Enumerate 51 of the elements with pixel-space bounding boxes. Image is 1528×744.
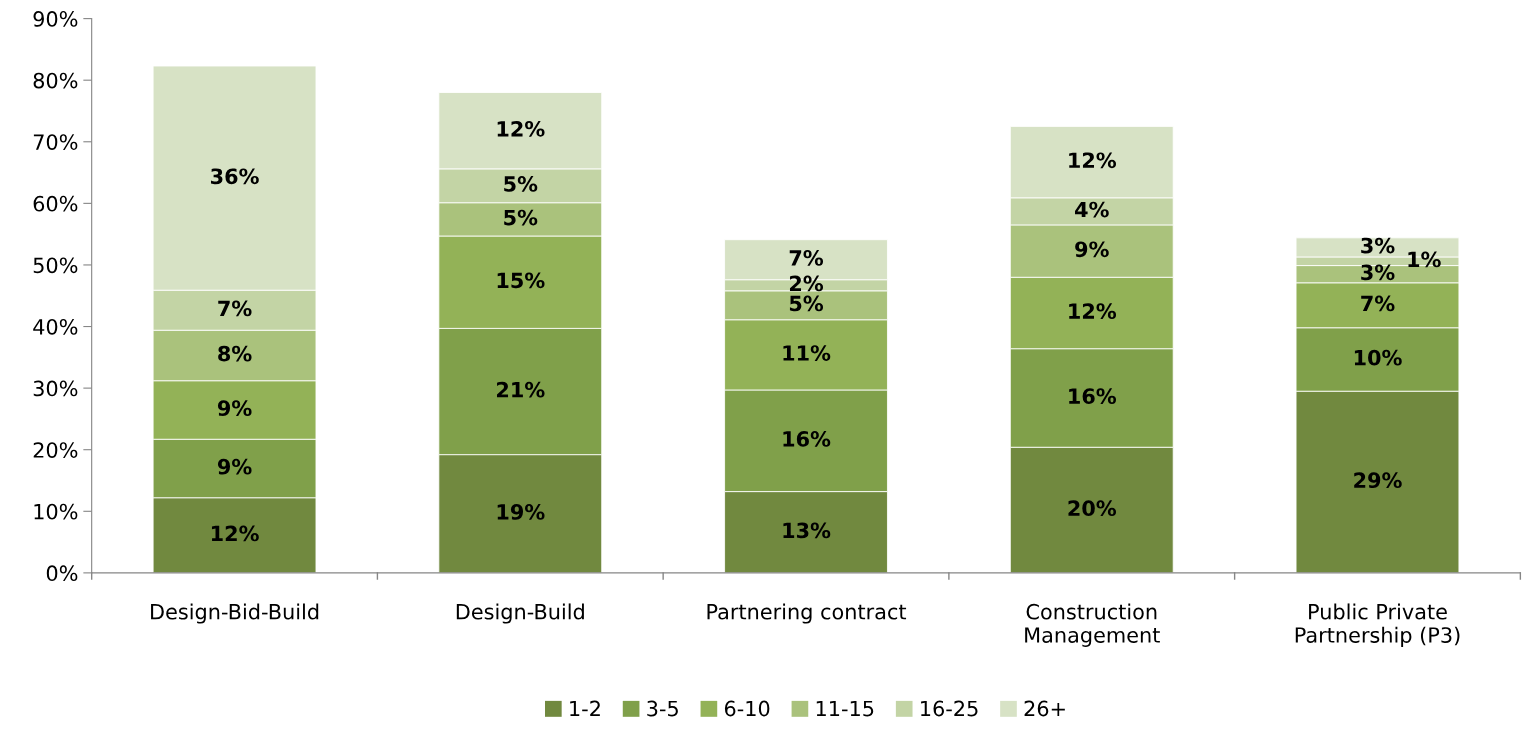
data-label: 36% xyxy=(211,168,259,185)
data-label: 7% xyxy=(218,300,252,317)
data-label: 13% xyxy=(783,522,831,539)
data-label: 1% xyxy=(1408,251,1441,268)
y-tick-label: 0% xyxy=(46,565,78,582)
data-label: 16% xyxy=(1069,388,1117,405)
data-label: 7% xyxy=(1361,295,1395,312)
y-tick-label: 60% xyxy=(33,195,78,212)
x-tick-label: Design-Bid-Build xyxy=(151,603,319,624)
x-tick-label: Public Private Partnership (P3) xyxy=(1295,603,1460,647)
y-tick-label: 80% xyxy=(33,72,78,89)
data-label: 19% xyxy=(497,504,545,520)
y-tick-label: 70% xyxy=(33,134,78,150)
data-label: 15% xyxy=(497,272,545,289)
legend-label: 3-5 xyxy=(647,700,678,717)
data-label: 5% xyxy=(504,209,538,226)
data-label: 9% xyxy=(217,458,252,475)
y-tick-label: 90% xyxy=(33,11,78,27)
y-tick-label: 10% xyxy=(34,503,78,520)
data-label: 16% xyxy=(783,431,831,447)
y-tick-label: 40% xyxy=(33,318,78,335)
data-label: 10% xyxy=(1354,349,1402,366)
legend-label: 6-10 xyxy=(724,700,770,717)
legend-label: 16-25 xyxy=(921,700,978,717)
data-label: 12% xyxy=(211,525,259,542)
y-tick-label: 30% xyxy=(33,380,78,397)
x-tick-label: Construction Management xyxy=(1025,603,1160,647)
y-tick-label: 50% xyxy=(33,257,78,274)
data-label: 12% xyxy=(1069,152,1117,169)
legend-label: 11-15 xyxy=(816,700,874,717)
data-label: 21% xyxy=(497,381,545,398)
data-label: 2% xyxy=(789,275,824,292)
data-label: 5% xyxy=(789,295,824,312)
data-label: 9% xyxy=(217,400,252,417)
data-label: 9% xyxy=(1075,241,1109,258)
data-label: 11% xyxy=(783,345,831,361)
data-label: 29% xyxy=(1354,472,1402,489)
data-label: 7% xyxy=(789,250,824,266)
data-label: 20% xyxy=(1068,500,1117,517)
y-tick-label: 20% xyxy=(33,442,78,458)
data-label: 3% xyxy=(1361,264,1395,281)
legend-label: 1-2 xyxy=(570,700,600,717)
data-label: 12% xyxy=(1069,303,1117,320)
x-tick-label: Partnering contract xyxy=(707,603,907,624)
data-label: 3% xyxy=(1361,237,1395,254)
data-label: 5% xyxy=(504,176,538,192)
legend-label: 26+ xyxy=(1024,700,1065,717)
data-label: 8% xyxy=(218,345,252,362)
data-label: 4% xyxy=(1075,201,1109,218)
data-label: 12% xyxy=(497,120,545,137)
x-tick-label: Design-Build xyxy=(456,603,584,624)
